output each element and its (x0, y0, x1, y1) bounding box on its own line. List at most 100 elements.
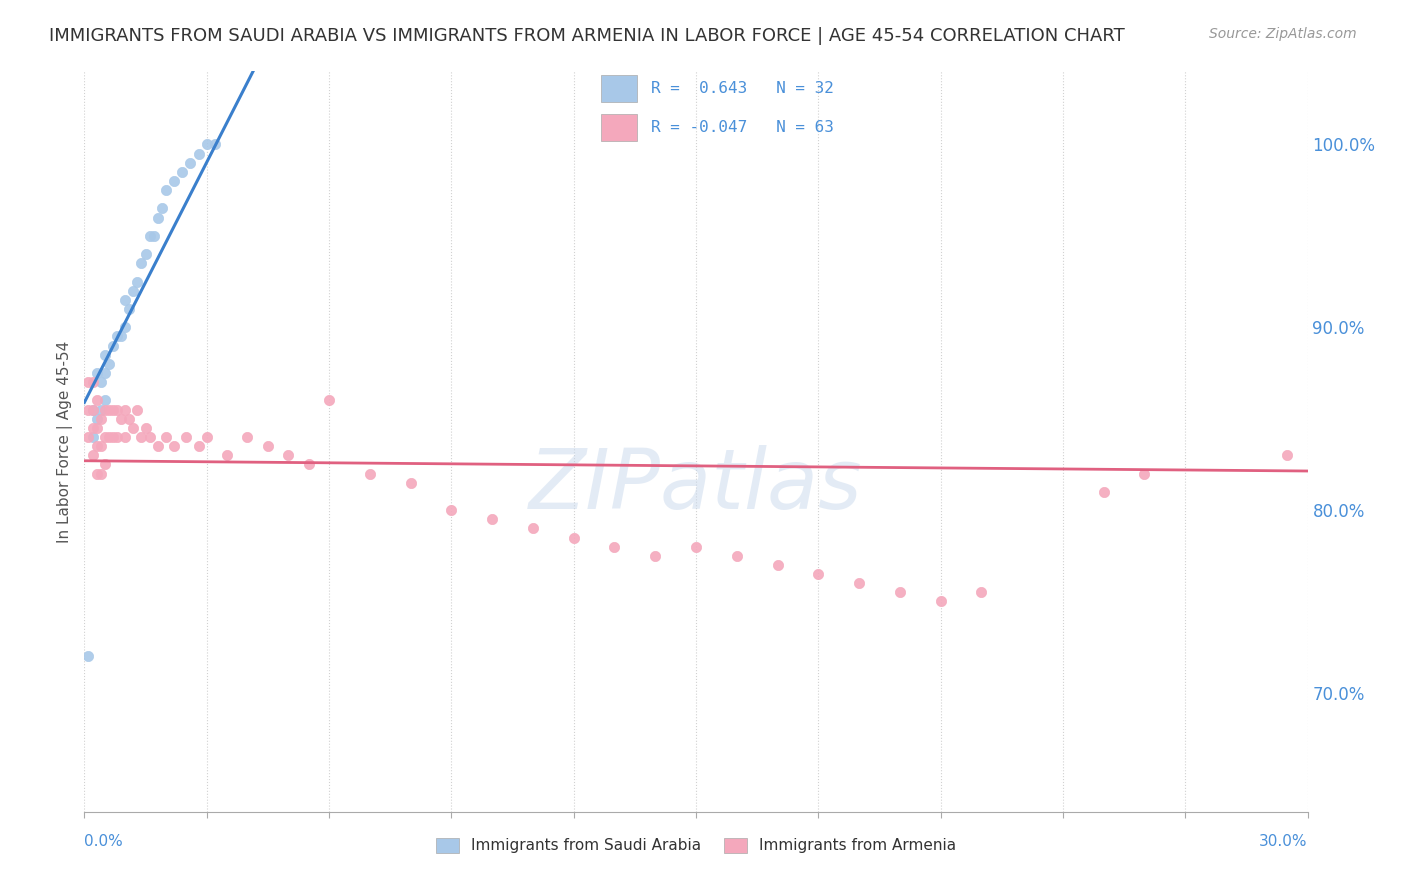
Point (101, 430, 124, 444)
Point (90, 439, 112, 453)
Point (93, 393, 115, 408)
Point (146, 439, 169, 453)
Point (807, 567, 830, 582)
Point (172, 165, 194, 179)
Point (105, 430, 128, 444)
Text: R = -0.047   N = 63: R = -0.047 N = 63 (651, 120, 834, 135)
Point (93, 402, 115, 417)
Point (82, 448, 104, 462)
Text: Source: ZipAtlas.com: Source: ZipAtlas.com (1209, 27, 1357, 41)
Point (82, 430, 104, 444)
Point (685, 540, 707, 554)
Point (93, 348, 115, 362)
Point (187, 146, 209, 161)
Point (163, 439, 186, 453)
Point (131, 256, 153, 270)
Point (848, 576, 870, 591)
Point (90, 411, 112, 425)
Point (118, 301, 141, 316)
Point (127, 275, 149, 289)
Point (142, 228, 165, 243)
Point (146, 211, 169, 225)
Point (522, 521, 544, 535)
Point (562, 531, 585, 545)
Point (204, 137, 226, 152)
Point (93, 430, 115, 444)
Point (114, 320, 136, 334)
Point (257, 439, 280, 453)
Point (187, 439, 209, 453)
Point (86, 393, 108, 408)
Point (135, 421, 157, 435)
Point (82, 402, 104, 417)
Point (174, 430, 197, 444)
Point (110, 411, 132, 425)
Point (127, 402, 149, 417)
Point (155, 183, 177, 197)
Point (277, 448, 299, 462)
Text: 30.0%: 30.0% (1260, 834, 1308, 849)
Point (440, 503, 463, 517)
Point (86, 421, 108, 435)
Point (298, 458, 321, 472)
Point (603, 540, 626, 554)
Point (86, 467, 108, 481)
Point (1277, 448, 1299, 462)
Point (889, 585, 911, 599)
Point (101, 338, 124, 352)
Point (163, 174, 186, 188)
Point (105, 329, 128, 343)
Point (77, 375, 100, 389)
Point (1092, 484, 1115, 499)
Point (82, 421, 104, 435)
Point (359, 467, 381, 481)
Legend: Immigrants from Saudi Arabia, Immigrants from Armenia: Immigrants from Saudi Arabia, Immigrants… (430, 831, 962, 860)
Point (77, 430, 100, 444)
Point (644, 549, 666, 563)
Point (86, 439, 108, 453)
Point (135, 247, 157, 261)
Bar (602, 113, 637, 142)
Point (90, 402, 112, 417)
Point (97, 402, 120, 417)
Point (82, 402, 104, 417)
Point (93, 458, 115, 472)
Point (217, 448, 239, 462)
Point (122, 421, 145, 435)
Point (101, 402, 124, 417)
Point (105, 402, 128, 417)
Point (766, 558, 789, 572)
Text: R =  0.643   N = 32: R = 0.643 N = 32 (651, 81, 834, 96)
Text: 0.0%: 0.0% (84, 834, 124, 849)
Point (155, 430, 177, 444)
Point (110, 329, 132, 343)
Point (82, 375, 104, 389)
Point (118, 411, 141, 425)
Point (725, 549, 748, 563)
Point (93, 366, 115, 380)
Point (114, 293, 136, 307)
Point (195, 137, 218, 152)
Point (90, 467, 112, 481)
Point (97, 357, 120, 371)
Point (114, 430, 136, 444)
Point (179, 155, 201, 169)
Point (114, 402, 136, 417)
Point (86, 411, 108, 425)
Point (1133, 467, 1156, 481)
Point (77, 649, 100, 664)
Point (970, 585, 993, 599)
Bar (602, 75, 637, 103)
Text: IMMIGRANTS FROM SAUDI ARABIA VS IMMIGRANTS FROM ARMENIA IN LABOR FORCE | AGE 45-: IMMIGRANTS FROM SAUDI ARABIA VS IMMIGRAN… (49, 27, 1125, 45)
Point (97, 430, 120, 444)
Point (150, 202, 173, 216)
Point (138, 228, 160, 243)
Text: ZIPatlas: ZIPatlas (529, 445, 863, 526)
Point (195, 430, 218, 444)
Point (481, 512, 503, 526)
Point (77, 402, 100, 417)
Point (318, 393, 340, 408)
Point (236, 430, 259, 444)
Point (90, 375, 112, 389)
Point (399, 475, 422, 490)
